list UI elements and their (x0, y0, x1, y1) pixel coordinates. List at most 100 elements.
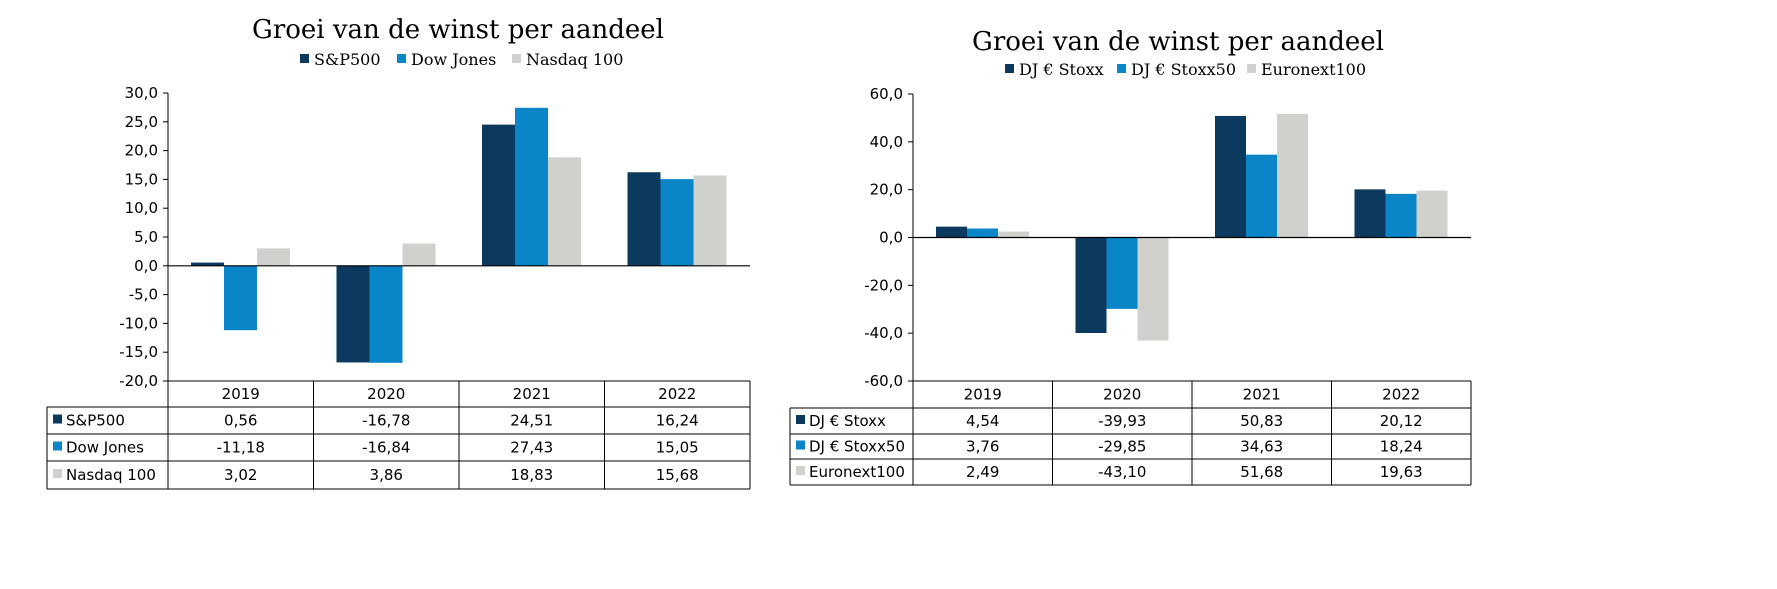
table-cell-value: 27,43 (510, 439, 553, 457)
chart-2: Groei van de winst per aandeel DJ € Stoxx… (789, 27, 1472, 486)
table-cell-value: 2,49 (966, 463, 999, 481)
legend-swatch (300, 54, 309, 63)
legend-label: Euronext100 (1261, 60, 1366, 79)
chart-1: Groei van de winst per aandeel S&P500 Dow … (46, 15, 751, 490)
bar-s-p500-2022 (627, 172, 661, 266)
legend-swatch (512, 54, 521, 63)
y-tick-label: -10,0 (119, 314, 158, 332)
bar-s-p500-2020 (336, 265, 370, 363)
y-tick-label: 25,0 (125, 113, 158, 131)
x-category-label: 2022 (658, 385, 696, 403)
bar-euronext100-2021 (1277, 113, 1308, 238)
bar-dj-stoxx-2021 (1215, 115, 1246, 238)
table-cell-value: 15,68 (656, 466, 699, 484)
y-tick-label: 0,0 (134, 257, 158, 275)
y-tick-label: 40,0 (870, 133, 903, 151)
bar-dj-stoxx50-2019 (967, 228, 998, 238)
legend-label: DJ € Stoxx50 (1131, 60, 1236, 79)
x-category-label: 2019 (222, 385, 260, 403)
legend-swatch (1005, 64, 1014, 73)
table-cell-value: 3,86 (370, 466, 403, 484)
table-row-label: S&P500 (66, 412, 125, 430)
table-legend-key (796, 440, 805, 450)
table-cell-value: 3,02 (224, 466, 257, 484)
table-cell-value: 0,56 (224, 412, 257, 430)
bar-dow-jones-2019 (224, 265, 257, 331)
table-cell-value: -39,93 (1098, 412, 1146, 430)
y-tick-label: 15,0 (125, 170, 158, 188)
table-row-label: Euronext100 (809, 463, 905, 481)
bar-dj-stoxx-2022 (1354, 189, 1386, 238)
chart-title: Groei van de winst per aandeel (972, 27, 1384, 57)
bar-euronext100-2019 (998, 231, 1029, 238)
y-tick-label: 5,0 (134, 228, 158, 246)
legend-label: Dow Jones (411, 50, 496, 69)
bar-s-p500-2021 (482, 124, 515, 266)
table-cell-value: 34,63 (1240, 438, 1283, 456)
table-cell-value: 15,05 (656, 439, 699, 457)
table-cell-value: 51,68 (1240, 463, 1283, 481)
x-category-label: 2021 (513, 385, 551, 403)
y-tick-label: 20,0 (125, 142, 158, 160)
y-tick-label: 0,0 (879, 229, 903, 247)
legend-label: DJ € Stoxx (1019, 60, 1104, 79)
table-legend-key (796, 415, 805, 424)
y-tick-label: 60,0 (870, 85, 903, 103)
y-tick-label: -20,0 (119, 372, 158, 390)
table-row-label: DJ € Stoxx50 (809, 438, 905, 456)
legend-swatch (397, 54, 406, 63)
table-row-label: Nasdaq 100 (66, 466, 156, 484)
y-tick-label: 10,0 (125, 199, 158, 217)
bar-nasdaq-100-2021 (548, 157, 581, 266)
table-cell-value: -43,10 (1098, 463, 1146, 481)
table-legend-key (796, 466, 805, 475)
table-cell-value: 24,51 (510, 412, 553, 430)
bar-euronext100-2022 (1416, 190, 1448, 238)
bar-dj-stoxx-2020 (1075, 237, 1107, 333)
table-legend-key (53, 414, 62, 424)
chart-title: Groei van de winst per aandeel (252, 15, 664, 45)
table-cell-value: 18,24 (1380, 438, 1423, 456)
table-cell-value: 3,76 (966, 438, 999, 456)
legend-swatch (1117, 64, 1126, 73)
x-category-label: 2020 (367, 385, 405, 403)
bar-nasdaq-100-2019 (257, 248, 290, 266)
bar-dow-jones-2022 (660, 179, 694, 266)
table-row-label: DJ € Stoxx (809, 412, 886, 430)
legend-label: S&P500 (314, 50, 381, 69)
bar-nasdaq-100-2022 (693, 175, 727, 266)
bar-dj-stoxx50-2021 (1246, 154, 1277, 238)
x-category-label: 2021 (1243, 386, 1281, 404)
table-cell-value: 18,83 (510, 466, 553, 484)
bar-dj-stoxx-2019 (936, 226, 967, 238)
y-tick-label: -5,0 (129, 286, 158, 304)
table-row-label: Dow Jones (66, 439, 144, 457)
table-legend-key (53, 441, 62, 451)
table-cell-value: 4,54 (966, 412, 999, 430)
legend-label: Nasdaq 100 (526, 50, 623, 69)
bar-nasdaq-100-2020 (402, 243, 436, 266)
table-cell-value: -16,78 (362, 412, 410, 430)
bar-dj-stoxx50-2020 (1106, 237, 1138, 309)
legend-swatch (1247, 64, 1256, 73)
y-tick-label: -20,0 (864, 276, 903, 294)
bar-dow-jones-2021 (515, 107, 548, 266)
bar-dow-jones-2020 (369, 265, 403, 363)
table-legend-key (53, 469, 62, 478)
table-cell-value: -29,85 (1098, 438, 1146, 456)
y-tick-label: -15,0 (119, 343, 158, 361)
x-category-label: 2019 (964, 386, 1002, 404)
x-category-label: 2020 (1103, 386, 1141, 404)
bar-s-p500-2019 (191, 262, 224, 266)
bar-dj-stoxx50-2022 (1385, 193, 1417, 238)
table-cell-value: 16,24 (656, 412, 699, 430)
table-cell-value: -16,84 (362, 439, 410, 457)
y-tick-label: -40,0 (864, 324, 903, 342)
bar-euronext100-2020 (1137, 237, 1169, 341)
table-cell-value: 20,12 (1380, 412, 1423, 430)
x-category-label: 2022 (1382, 386, 1420, 404)
table-cell-value: -11,18 (217, 439, 265, 457)
y-tick-label: -60,0 (864, 372, 903, 390)
table-cell-value: 19,63 (1380, 463, 1423, 481)
